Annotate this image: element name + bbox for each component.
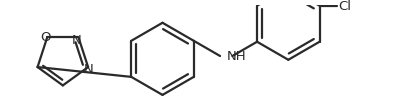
Text: NH: NH — [227, 50, 246, 63]
Text: N: N — [72, 33, 81, 46]
Text: O: O — [40, 31, 51, 43]
Text: Cl: Cl — [339, 0, 352, 13]
Text: N: N — [84, 63, 94, 76]
